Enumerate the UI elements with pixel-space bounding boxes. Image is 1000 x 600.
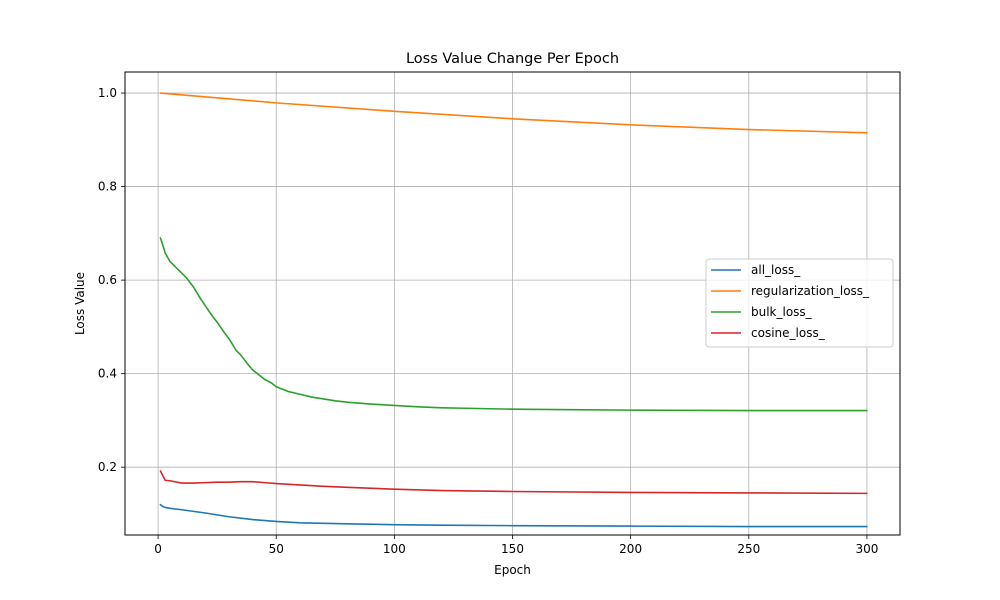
- y-tick-label: 1.0: [98, 86, 117, 100]
- series-line-cosine-loss: [159, 470, 868, 495]
- chart-title: Loss Value Change Per Epoch: [406, 51, 619, 67]
- x-tick-label: 200: [619, 542, 642, 556]
- legend: all_loss_ regularization_loss_ bulk_loss_c…: [705, 258, 894, 348]
- legend-label-cosine-loss: cosine_loss_: [751, 326, 826, 340]
- series-line-regularization-loss: [159, 92, 868, 134]
- legend-label-bulk-loss: bulk_loss_: [751, 305, 813, 319]
- x-tick-label: 100: [383, 542, 406, 556]
- legend-box: [705, 258, 894, 348]
- y-axis-label: Loss Value: [73, 272, 87, 335]
- legend-label-regularization-loss: regularization_loss_: [751, 284, 870, 298]
- legend-label-all-loss: all_loss_: [751, 263, 801, 277]
- series-line-bulk-loss: [159, 237, 868, 412]
- series-line-all-loss: [159, 503, 868, 528]
- axis-ticks: 0 50 100 150 200 250 300 0.2 0.4 0.6 0.8 1.0: [98, 86, 878, 556]
- x-tick-label: 50: [269, 542, 284, 556]
- y-tick-label: 0.6: [98, 273, 117, 287]
- y-tick-label: 0.4: [98, 367, 117, 381]
- series-lines: [159, 92, 868, 528]
- x-axis-label: Epoch: [494, 563, 531, 577]
- x-tick-label: 150: [501, 542, 524, 556]
- x-tick-label: 300: [855, 542, 878, 556]
- x-tick-label: 250: [737, 542, 760, 556]
- y-tick-label: 0.8: [98, 180, 117, 194]
- x-tick-label: 0: [154, 542, 162, 556]
- y-tick-label: 0.2: [98, 460, 117, 474]
